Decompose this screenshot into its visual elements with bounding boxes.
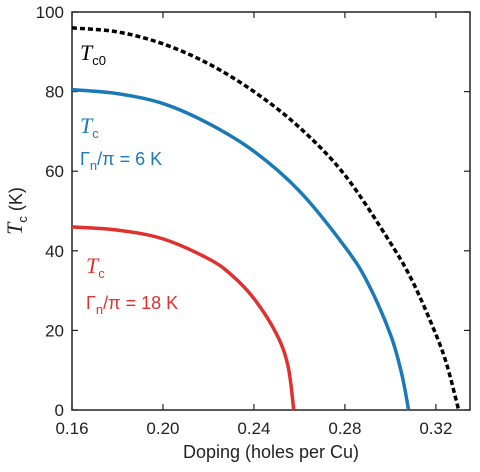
y-tick-label: 0 — [55, 401, 64, 420]
tc-6k-main: T — [80, 113, 94, 138]
tc-6k-sub: c — [92, 126, 99, 141]
tc-6k-gamma-sub: n — [90, 158, 97, 173]
y-tick-label: 100 — [36, 3, 64, 22]
tc-18k-sub: c — [98, 266, 105, 281]
y-tick-label: 20 — [45, 321, 64, 340]
tc0-main: T — [80, 40, 94, 65]
series-tc-6k-line — [71, 87, 411, 411]
tc-18k-gamma-sub: n — [96, 302, 103, 317]
x-tick-label: 0.20 — [146, 419, 179, 438]
x-tick-label: 0.32 — [419, 419, 452, 438]
svg-text:Γn/π = 6 K: Γn/π = 6 K — [80, 149, 162, 173]
x-axis-title: Doping (holes per Cu) — [183, 442, 359, 462]
y-tick-label: 60 — [45, 162, 64, 181]
annotation-tc-6k: Tc Γn/π = 6 K — [80, 113, 162, 173]
x-tick-label: 0.24 — [237, 419, 270, 438]
svg-text:Tc: Tc — [80, 113, 99, 141]
series-tc-18k-line — [71, 225, 296, 411]
plot-area — [71, 11, 471, 411]
tc-6k-gamma: Γ — [80, 149, 90, 169]
y-tick-label: 40 — [45, 242, 64, 261]
svg-text:Tc: Tc — [86, 253, 105, 281]
y-axis-title-sub: c — [15, 216, 30, 223]
svg-text:Tc0: Tc0 — [80, 40, 106, 68]
tc-18k-gamma-rest: /π = 18 K — [103, 293, 178, 313]
tc0-sub: c0 — [92, 53, 106, 68]
annotation-tc0: Tc0 — [80, 40, 106, 68]
y-axis-title-main: T — [2, 221, 27, 235]
svg-text:Γn/π = 18 K: Γn/π = 18 K — [86, 293, 178, 317]
annotation-tc-18k: Tc Γn/π = 18 K — [86, 253, 178, 317]
x-tick-label: 0.28 — [328, 419, 361, 438]
svg-text:Tc (K): Tc (K) — [2, 187, 30, 235]
tc-6k-gamma-rest: /π = 6 K — [97, 149, 162, 169]
x-tick-label: 0.16 — [55, 419, 88, 438]
y-axis-title-unit: (K) — [6, 187, 26, 216]
series-tc0-dashed-line — [71, 26, 461, 411]
y-axis-title: Tc (K) — [2, 187, 30, 235]
y-tick-label: 80 — [45, 83, 64, 102]
tc-18k-gamma: Γ — [86, 293, 96, 313]
tc-18k-main: T — [86, 253, 100, 278]
